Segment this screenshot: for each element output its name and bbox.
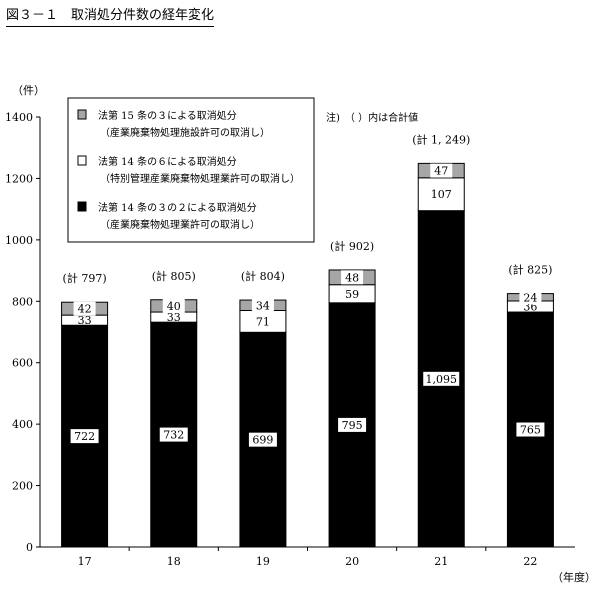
legend-label: 法第 14 条の６による取消処分 — [98, 155, 237, 168]
data-label-box — [519, 290, 542, 305]
data-label-box — [251, 298, 274, 313]
data-label: 42 — [78, 303, 92, 316]
data-label: 765 — [520, 424, 541, 437]
total-label: (計 902) — [330, 239, 374, 253]
data-label: 40 — [167, 300, 181, 313]
figure-title: 図３－１ 取消処分件数の経年変化 — [6, 4, 215, 27]
legend-sublabel: （産業廃棄物処理業許可の取消し） — [100, 218, 260, 231]
legend-sublabel: （産業廃棄物処理施設許可の取消し） — [100, 126, 270, 139]
y-tick-label: 1400 — [5, 111, 33, 124]
x-tick-label: 17 — [78, 555, 92, 568]
legend-sublabel: （特別管理産業廃棄物処理業許可の取消し） — [100, 172, 300, 185]
data-label: 34 — [256, 299, 270, 312]
x-axis-unit-label: （年度） — [552, 570, 596, 584]
data-label-box — [430, 163, 453, 178]
data-label-box — [70, 429, 99, 444]
total-label: (計 805) — [152, 269, 196, 283]
data-label: 33 — [167, 311, 181, 324]
data-label-box — [341, 270, 364, 285]
y-tick-label: 600 — [12, 357, 33, 370]
data-label-box — [162, 298, 185, 313]
data-label: 722 — [74, 430, 95, 443]
legend-swatch — [77, 155, 87, 166]
data-label: 71 — [256, 315, 270, 328]
data-label: 48 — [345, 271, 359, 284]
data-label-box — [159, 427, 188, 442]
legend-swatch — [77, 109, 87, 120]
y-tick-label: 0 — [26, 541, 33, 554]
total-label: (計 797) — [63, 271, 107, 285]
x-tick-label: 20 — [345, 555, 359, 568]
legend-label: 法第 14 条の３の２による取消処分 — [98, 201, 257, 214]
data-label: 47 — [434, 165, 448, 178]
data-label-box — [338, 417, 367, 432]
x-tick-label: 21 — [434, 555, 448, 568]
data-label: 107 — [431, 188, 452, 201]
legend-swatch — [77, 201, 87, 212]
data-label: 59 — [345, 288, 359, 301]
data-label-box — [516, 422, 545, 437]
x-tick-label: 19 — [256, 555, 270, 568]
x-tick-label: 18 — [167, 555, 181, 568]
legend: 法第 15 条の３による取消処分 （産業廃棄物処理施設許可の取消し） 法第 14 条… — [67, 97, 315, 243]
y-tick-label: 1200 — [5, 172, 33, 185]
total-label: (計 804) — [241, 269, 285, 283]
data-label-box — [73, 301, 96, 316]
y-tick-label: 200 — [12, 480, 33, 493]
y-tick-label: 400 — [12, 418, 33, 431]
bar-segment — [417, 177, 465, 212]
y-tick-label: 800 — [12, 295, 33, 308]
data-label: 732 — [163, 429, 184, 442]
data-label: 1,095 — [426, 373, 458, 386]
x-tick-label: 22 — [523, 555, 537, 568]
y-axis-unit-label: （件） — [12, 84, 45, 97]
data-label: 24 — [523, 291, 537, 304]
data-label: 795 — [342, 419, 363, 432]
legend-label: 法第 15 条の３による取消処分 — [98, 109, 237, 122]
data-label: 33 — [78, 314, 92, 327]
data-label-box — [423, 371, 460, 386]
data-label-box — [248, 432, 277, 447]
data-label: 699 — [252, 434, 273, 447]
note-text: 注) （ ）内は合計値 — [326, 111, 418, 124]
y-tick-label: 1000 — [5, 234, 33, 247]
total-label: (計 825) — [508, 263, 552, 277]
total-label: (計 1, 249) — [412, 132, 470, 146]
legend-box — [67, 97, 315, 243]
axes: 0 200 400 600 800 1000 1200 1400 17 18 19 20 21 22 — [5, 111, 575, 568]
